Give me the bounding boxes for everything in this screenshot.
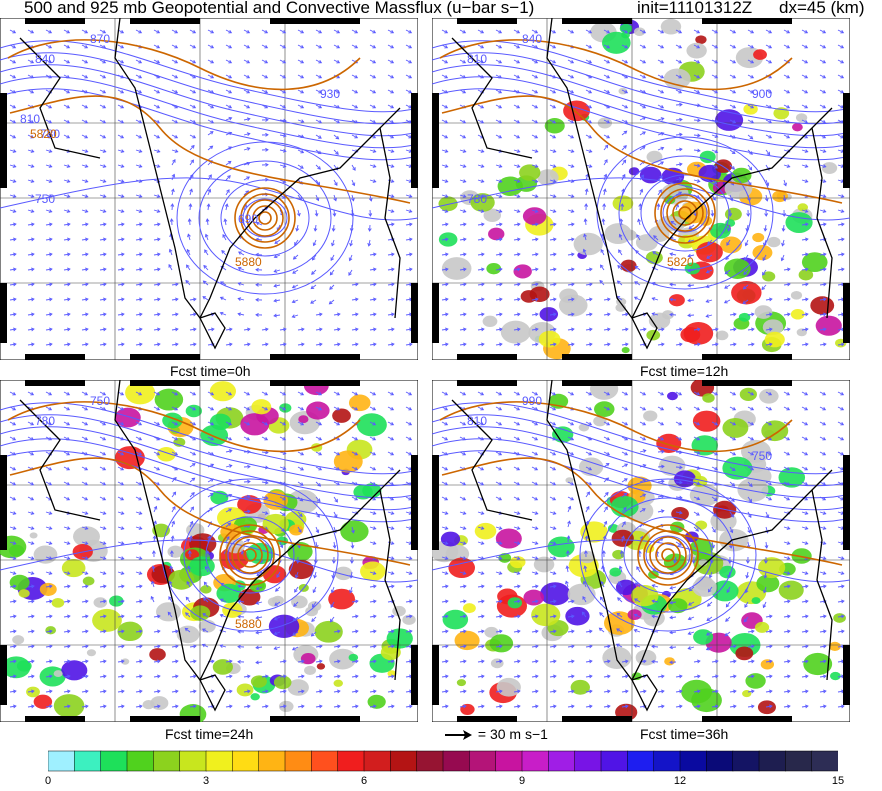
colorbar-bin	[47, 750, 76, 772]
colorbar-bin	[100, 750, 128, 772]
colorbar-bin	[679, 750, 708, 772]
grid-spacing: dx=45 (km)	[779, 0, 865, 17]
colorbar-tick-label: 6	[360, 775, 368, 787]
contour-label-925: 900	[752, 87, 772, 101]
colorbar-tick-label: 9	[518, 775, 526, 787]
colorbar-bin	[653, 750, 681, 772]
contour-label-925: 780	[35, 414, 55, 428]
contour-label-500: 5820	[667, 255, 694, 269]
colorbar-bin	[74, 750, 102, 772]
contour-label-925: 780	[467, 192, 487, 206]
colorbar-bin	[785, 750, 813, 772]
colorbar-bin	[548, 750, 576, 772]
colorbar-bin	[627, 750, 655, 772]
contour-label-925: 930	[320, 87, 340, 101]
panel-caption-24h: Fcst time=24h	[165, 726, 254, 742]
contour-label-500: 5880	[235, 617, 262, 631]
colorbar-bin	[179, 750, 207, 772]
colorbar-bin	[284, 750, 313, 772]
colorbar-bin	[521, 750, 550, 772]
contour-label-925: 870	[90, 32, 110, 46]
colorbar-bin	[126, 750, 155, 772]
panel-caption-12h: Fcst time=12h	[640, 363, 729, 379]
colorbar-tick-label: 15	[831, 775, 845, 787]
contour-label-925: 750	[90, 394, 110, 408]
map-canvas: 780 750 5880	[0, 380, 418, 722]
contour-label-925: 750	[35, 192, 55, 206]
colorbar-bin	[258, 750, 286, 772]
colorbar-bin	[811, 750, 839, 772]
map-panel-36h: 810 990 750	[432, 380, 850, 722]
colorbar-bin	[153, 750, 181, 772]
contour-label-925: 840	[35, 52, 55, 66]
figure-title: 500 and 925 mb Geopotential and Convecti…	[0, 0, 882, 22]
colorbar-bin	[390, 750, 418, 772]
colorbar: 0 3 6 9 12 15	[44, 750, 844, 790]
init-time: init=11101312Z	[637, 0, 753, 17]
vector-key: = 30 m s−1	[444, 726, 548, 742]
colorbar-bin	[574, 750, 602, 772]
colorbar-bin	[469, 750, 497, 772]
colorbar-bin	[232, 750, 260, 772]
colorbar-bin	[337, 750, 365, 772]
contour-label-925: 810	[467, 52, 487, 66]
contour-label-500: 5880	[235, 255, 262, 269]
colorbar-bin	[706, 750, 734, 772]
contour-label-500: 5820	[30, 127, 57, 141]
massflux-field	[0, 380, 416, 722]
contour-label-925: 990	[522, 394, 542, 408]
colorbar-bin	[600, 750, 629, 772]
colorbar-bin	[205, 750, 234, 772]
map-canvas: 810 990 750	[432, 380, 850, 722]
colorbar-tick-label: 3	[202, 775, 210, 787]
colorbar-tick-label: 0	[44, 775, 52, 787]
map-panel-0h: 840 870 930 750 690 810 780 5880 5820	[0, 18, 418, 360]
contour-label-925: 690	[238, 212, 258, 226]
contour-label-925: 750	[752, 449, 772, 463]
colorbar-strip	[47, 750, 839, 772]
map-panel-24h: 780 750 5880	[0, 380, 418, 722]
contour-label-925: 810	[467, 414, 487, 428]
colorbar-bin	[495, 750, 523, 772]
colorbar-bin	[442, 750, 471, 772]
vector-key-label: = 30 m s−1	[477, 726, 548, 742]
panel-caption-0h: Fcst time=0h	[170, 363, 251, 379]
colorbar-bin	[416, 750, 444, 772]
map-panel-12h: 810 840 900 780 5820	[432, 18, 850, 360]
colorbar-bin	[758, 750, 787, 772]
colorbar-bin	[363, 750, 392, 772]
title-text: 500 and 925 mb Geopotential and Convecti…	[24, 0, 535, 17]
colorbar-tick-label: 12	[673, 775, 687, 787]
right-arrow-icon	[445, 730, 472, 741]
contour-label-925: 780	[40, 127, 60, 141]
panel-caption-36h: Fcst time=36h	[640, 726, 729, 742]
contour-label-925: 810	[20, 112, 40, 126]
contour-label-925: 840	[522, 32, 542, 46]
colorbar-bin	[732, 750, 760, 772]
map-canvas: 810 840 900 780 5820	[432, 18, 850, 360]
colorbar-bin	[311, 750, 339, 772]
